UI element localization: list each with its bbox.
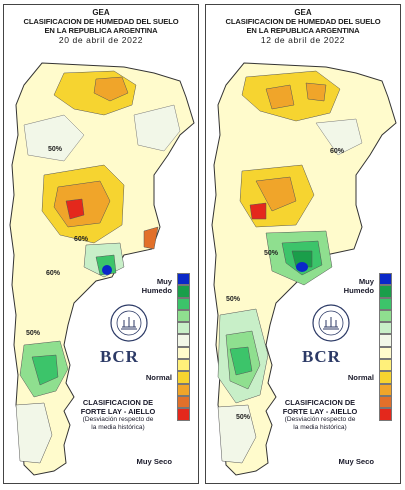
legend-swatch	[177, 346, 190, 360]
legend-swatch	[379, 346, 392, 360]
legend-swatch	[177, 322, 190, 335]
credit-line2: FORTE LAY - AIELLO	[282, 407, 358, 416]
contour-label: 50%	[226, 296, 241, 303]
bcr-logo: BCR	[302, 347, 341, 366]
credit-block: CLASIFICACION DE FORTE LAY - AIELLO (Des…	[270, 398, 370, 432]
legend-swatch	[177, 359, 190, 372]
credit-line4: la media histórica)	[91, 424, 145, 431]
credit-line3: (Desviación respecto de	[82, 416, 154, 423]
legend-mid-label: Normal	[347, 373, 374, 382]
contour-label: 50%	[48, 146, 63, 153]
map-date: 12 de abril de 2022	[260, 35, 346, 45]
legend-swatch	[177, 408, 190, 421]
contour-label: 60%	[330, 148, 345, 155]
legend-swatch	[379, 395, 392, 409]
legend-swatch	[379, 383, 392, 396]
map-panel-right: 60% 50% 50% 50% GEA CLASIFICACION DE HUM…	[205, 4, 401, 484]
credit-block: CLASIFICACION DE FORTE LAY - AIELLO (Des…	[68, 398, 168, 432]
credit-line4: la media histórica)	[293, 424, 347, 431]
org-name: GEA	[294, 8, 312, 17]
contour-label: 50%	[264, 250, 279, 257]
contour-label: 60%	[46, 270, 61, 277]
contour-label: 50%	[26, 330, 41, 337]
legend-swatch	[177, 297, 190, 310]
legend-swatch	[177, 309, 190, 323]
credit-line3: (Desviación respecto de	[284, 416, 356, 423]
contour-label: 60%	[74, 236, 89, 243]
credit-line1: CLASIFICACION DE	[82, 398, 154, 407]
map-title-line2: EN LA REPUBLICA ARGENTINA	[246, 26, 360, 35]
soil-moisture-map: 60% 50% 50% 50%	[211, 62, 397, 476]
soil-moisture-map: 50% 60% 60% 50%	[9, 62, 195, 476]
legend-swatch	[177, 383, 190, 396]
legend-swatch	[379, 371, 392, 384]
legend-bottom-label: Muy Seco	[136, 457, 172, 466]
legend-swatch	[379, 359, 392, 372]
legend-color-scale	[177, 273, 190, 421]
bcr-seal-icon	[110, 304, 148, 342]
legend-swatch	[379, 273, 392, 286]
org-name: GEA	[92, 8, 110, 17]
map-header: GEA CLASIFICACION DE HUMEDAD DEL SUELO E…	[206, 8, 400, 46]
legend-top-label: Muy Humedo	[141, 277, 172, 295]
bcr-logo: BCR	[100, 347, 139, 366]
legend-bottom-label: Muy Seco	[338, 457, 374, 466]
legend-swatch	[379, 408, 392, 421]
legend-mid-label: Normal	[145, 373, 172, 382]
map-header: GEA CLASIFICACION DE HUMEDAD DEL SUELO E…	[4, 8, 198, 46]
legend-swatch	[177, 395, 190, 409]
legend-swatch	[379, 322, 392, 335]
credit-line1: CLASIFICACION DE	[284, 398, 356, 407]
legend-swatch	[379, 309, 392, 323]
legend-swatch	[177, 371, 190, 384]
map-title-line1: CLASIFICACION DE HUMEDAD DEL SUELO	[225, 17, 381, 26]
legend-color-scale	[379, 273, 392, 421]
map-date: 20 de abril de 2022	[58, 35, 144, 45]
legend-swatch	[379, 285, 392, 298]
map-panel-left: 50% 60% 60% 50% GEA CLASIFICACION DE HUM…	[3, 4, 199, 484]
credit-line2: FORTE LAY - AIELLO	[80, 407, 156, 416]
legend-swatch	[177, 285, 190, 298]
map-title-line1: CLASIFICACION DE HUMEDAD DEL SUELO	[23, 17, 179, 26]
bcr-seal-icon	[312, 304, 350, 342]
legend-swatch	[177, 334, 190, 347]
map-title-line2: EN LA REPUBLICA ARGENTINA	[44, 26, 158, 35]
legend-swatch	[177, 273, 190, 286]
legend-swatch	[379, 297, 392, 310]
legend-top-label: Muy Humedo	[343, 277, 374, 295]
legend-swatch	[379, 334, 392, 347]
contour-label: 50%	[236, 414, 251, 421]
